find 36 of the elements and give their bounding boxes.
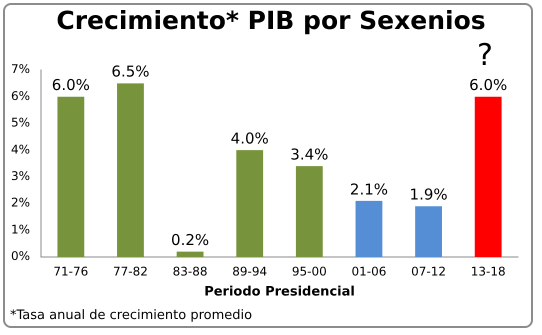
bar [296, 166, 323, 257]
data-label: 6.0% [52, 76, 90, 94]
data-label: 1.9% [410, 186, 448, 204]
x-tick-label: 77-82 [113, 264, 148, 278]
x-tick-label: 07-12 [411, 264, 446, 278]
bar [176, 252, 204, 257]
data-label: 0.2% [171, 231, 210, 250]
bar [117, 83, 144, 257]
x-axis-title: Periodo Presidencial [204, 284, 355, 300]
data-label: 4.0% [230, 130, 269, 148]
x-tick-label: 01-06 [352, 264, 386, 278]
bar [474, 96, 502, 257]
x-tick-label: 95-00 [292, 264, 327, 278]
bar [57, 96, 84, 257]
y-tick-label: 4% [10, 142, 30, 156]
y-tick-label: 1% [10, 222, 30, 236]
y-tick-label: 3% [10, 168, 30, 183]
y-tick-label: 6% [10, 88, 30, 103]
y-tick-label: 5% [10, 116, 30, 130]
bar [415, 206, 442, 257]
data-label: 2.1% [350, 180, 388, 198]
data-label: 3.4% [290, 146, 328, 164]
bar [356, 200, 382, 257]
y-tick-label: 0% [10, 249, 30, 264]
data-label: 6.0% [469, 76, 508, 94]
y-tick-label: 2% [10, 196, 30, 210]
x-tick-label: 83-88 [172, 264, 208, 278]
x-tick-label: 89-94 [232, 264, 268, 278]
y-tick-label: 7% [10, 62, 30, 76]
bar [236, 150, 264, 257]
x-tick-label: 71-76 [53, 264, 88, 278]
chart-title: Crecimiento* PIB por Sexenios [55, 6, 487, 35]
data-label: 6.5% [111, 62, 150, 81]
x-tick-label: 13-18 [470, 264, 506, 278]
text: *Tasa anual de crecimiento promedio [10, 308, 252, 323]
annotation: ? [477, 38, 493, 73]
